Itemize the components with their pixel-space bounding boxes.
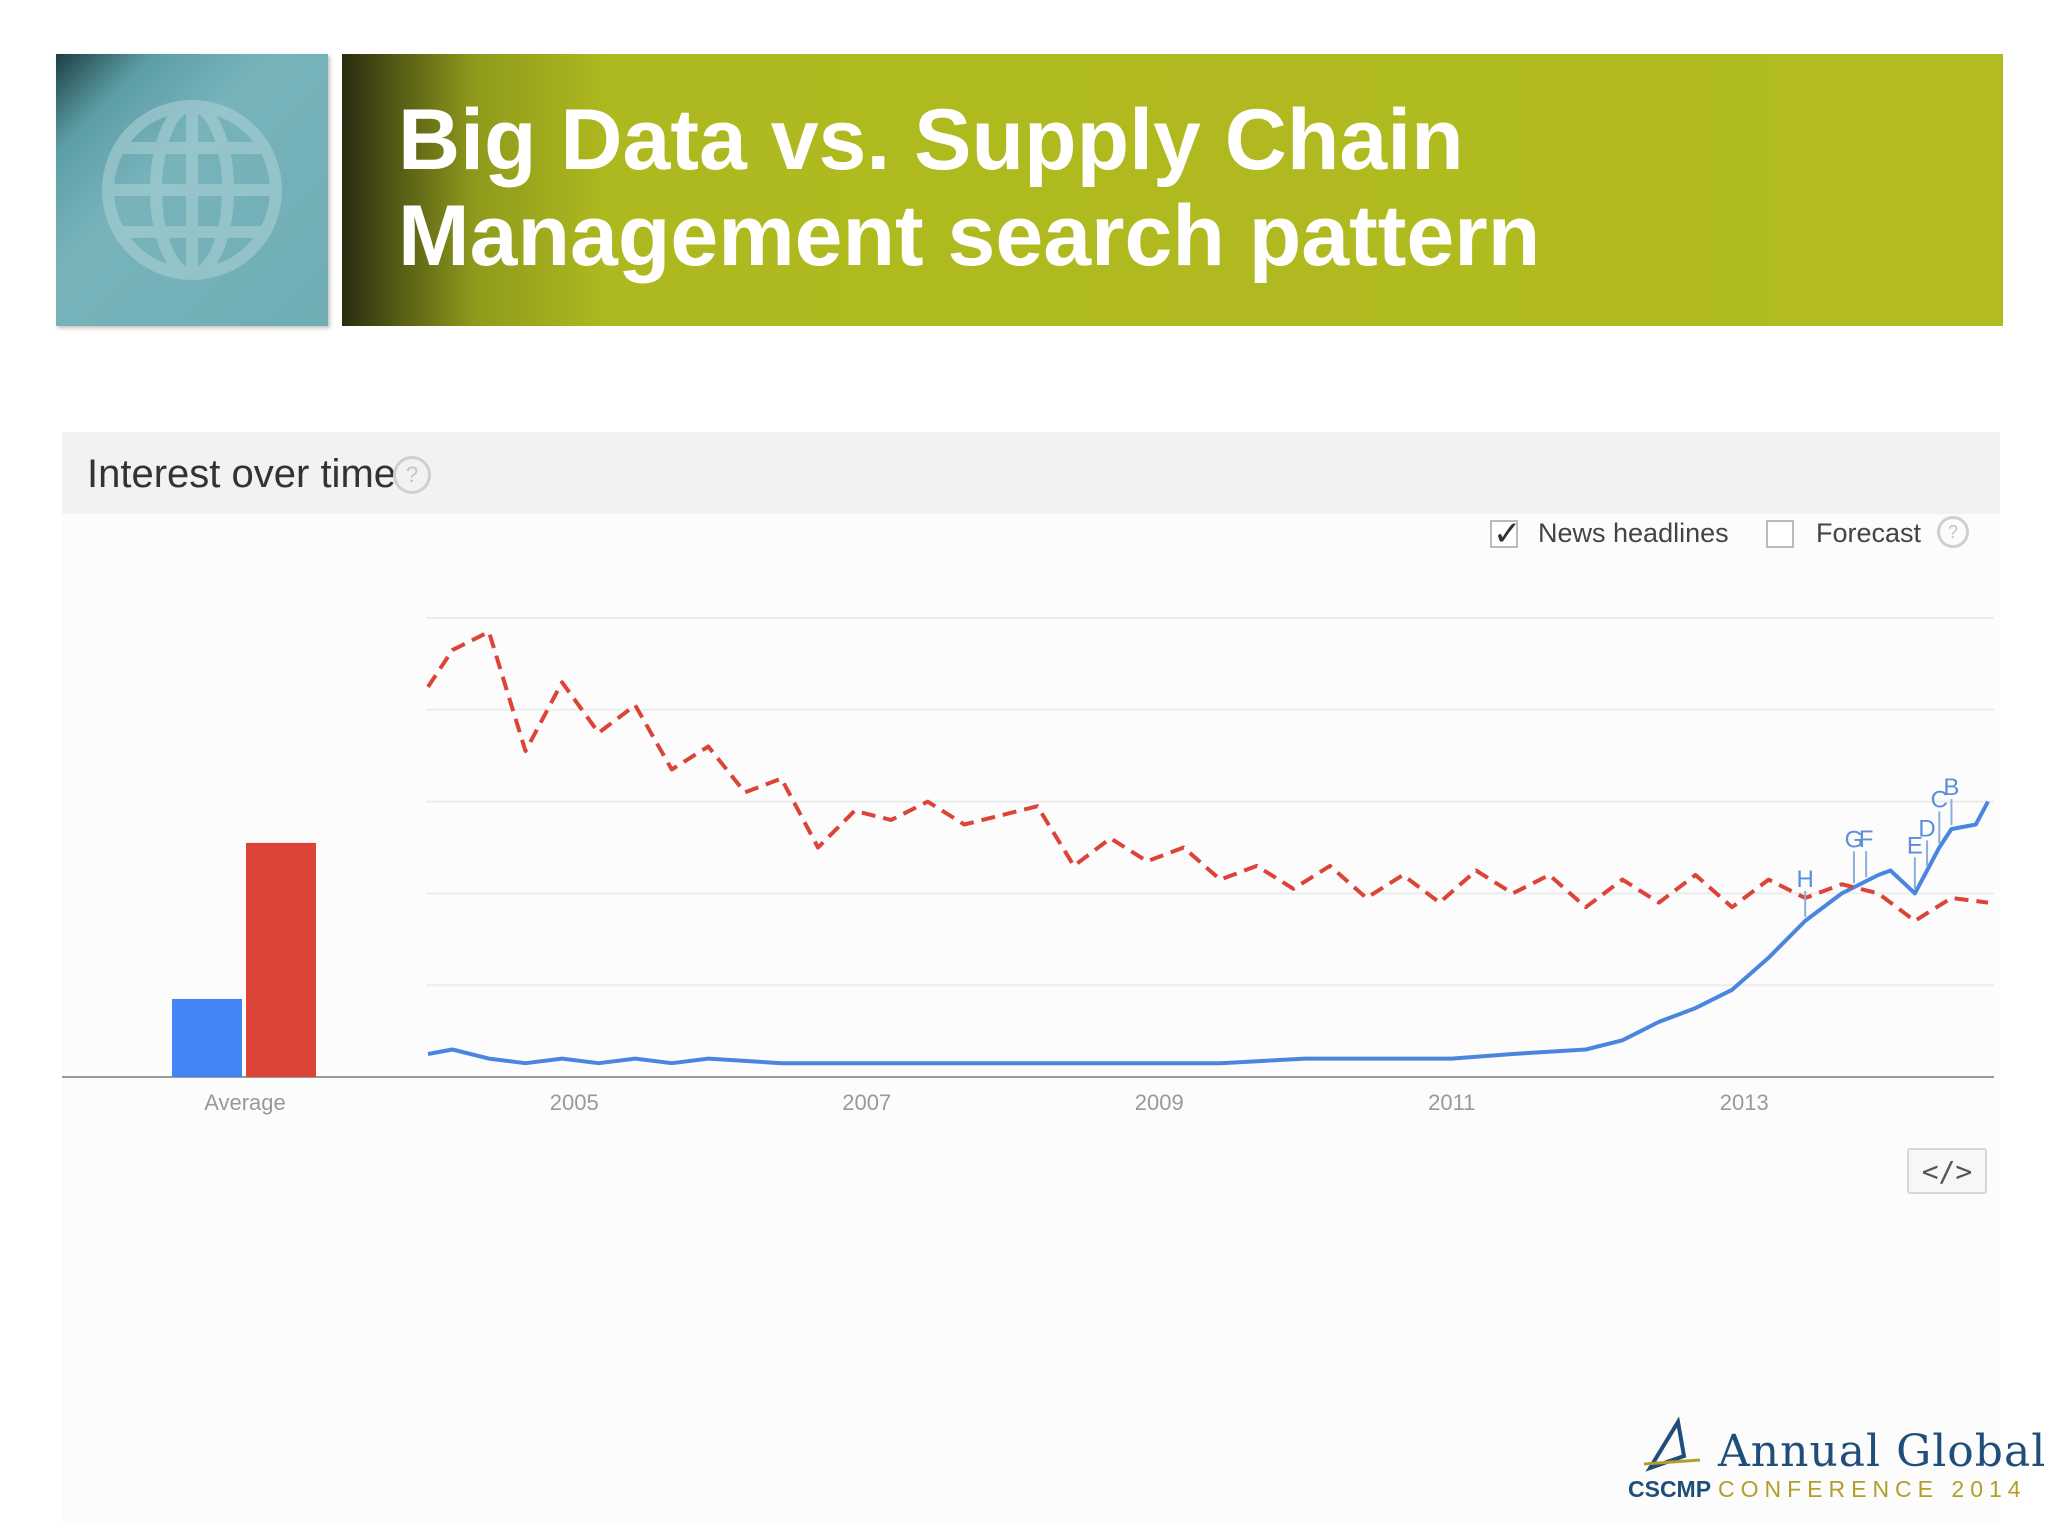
annotation-G: G [1845,826,1864,853]
annotation-H: H [1797,866,1814,893]
checkmark-icon: ✓ [1493,515,1522,553]
slide-title: Big Data vs. Supply Chain Management sea… [398,92,1540,284]
title-banner: Big Data vs. Supply Chain Management sea… [342,54,2003,326]
annotation-B: B [1943,774,1959,801]
series-line-1 [426,629,1989,923]
annotation-D: D [1918,815,1935,842]
forecast-checkbox[interactable] [1766,520,1794,548]
x-tick-label-2013: 2013 [1720,1090,1769,1115]
x-tick-label-2011: 2011 [1428,1090,1475,1115]
annotation-E: E [1907,832,1923,859]
embed-button[interactable]: </> [1907,1148,1987,1194]
average-bar-0 [172,998,242,1077]
forecast-label[interactable]: Forecast [1816,518,1922,548]
cscmp-logo-icon [1643,1416,1701,1472]
x-tick-label-2009: 2009 [1135,1090,1184,1115]
series-line-0 [427,800,1990,1066]
forecast-help-icon[interactable]: ? [1937,516,1969,548]
news-headlines-checkbox[interactable] [1490,520,1518,548]
average-bar-1 [246,842,316,1077]
slide-title-line1: Big Data vs. Supply Chain [398,92,1464,188]
logo-line2: CONFERENCE 2014 [1718,1476,2027,1502]
globe-logo-box [56,54,328,326]
slide-title-line2: Management search pattern [398,188,1541,284]
news-headlines-label[interactable]: News headlines [1538,518,1729,548]
help-icon[interactable]: ? [393,456,431,494]
panel-title: Interest over time [87,452,397,496]
average-label: Average [204,1090,286,1115]
logo-line1: Annual Global [1718,1426,2047,1477]
x-tick-label-2007: 2007 [842,1090,891,1115]
chart-panel [62,514,2000,1524]
annotation-C: C [1931,787,1948,814]
x-tick-label-2005: 2005 [550,1090,599,1115]
panel-header: Interest over time [62,432,2000,514]
annotation-F: F [1859,826,1874,853]
logo-org: CSCMP [1628,1476,1712,1502]
globe-icon [102,100,282,280]
